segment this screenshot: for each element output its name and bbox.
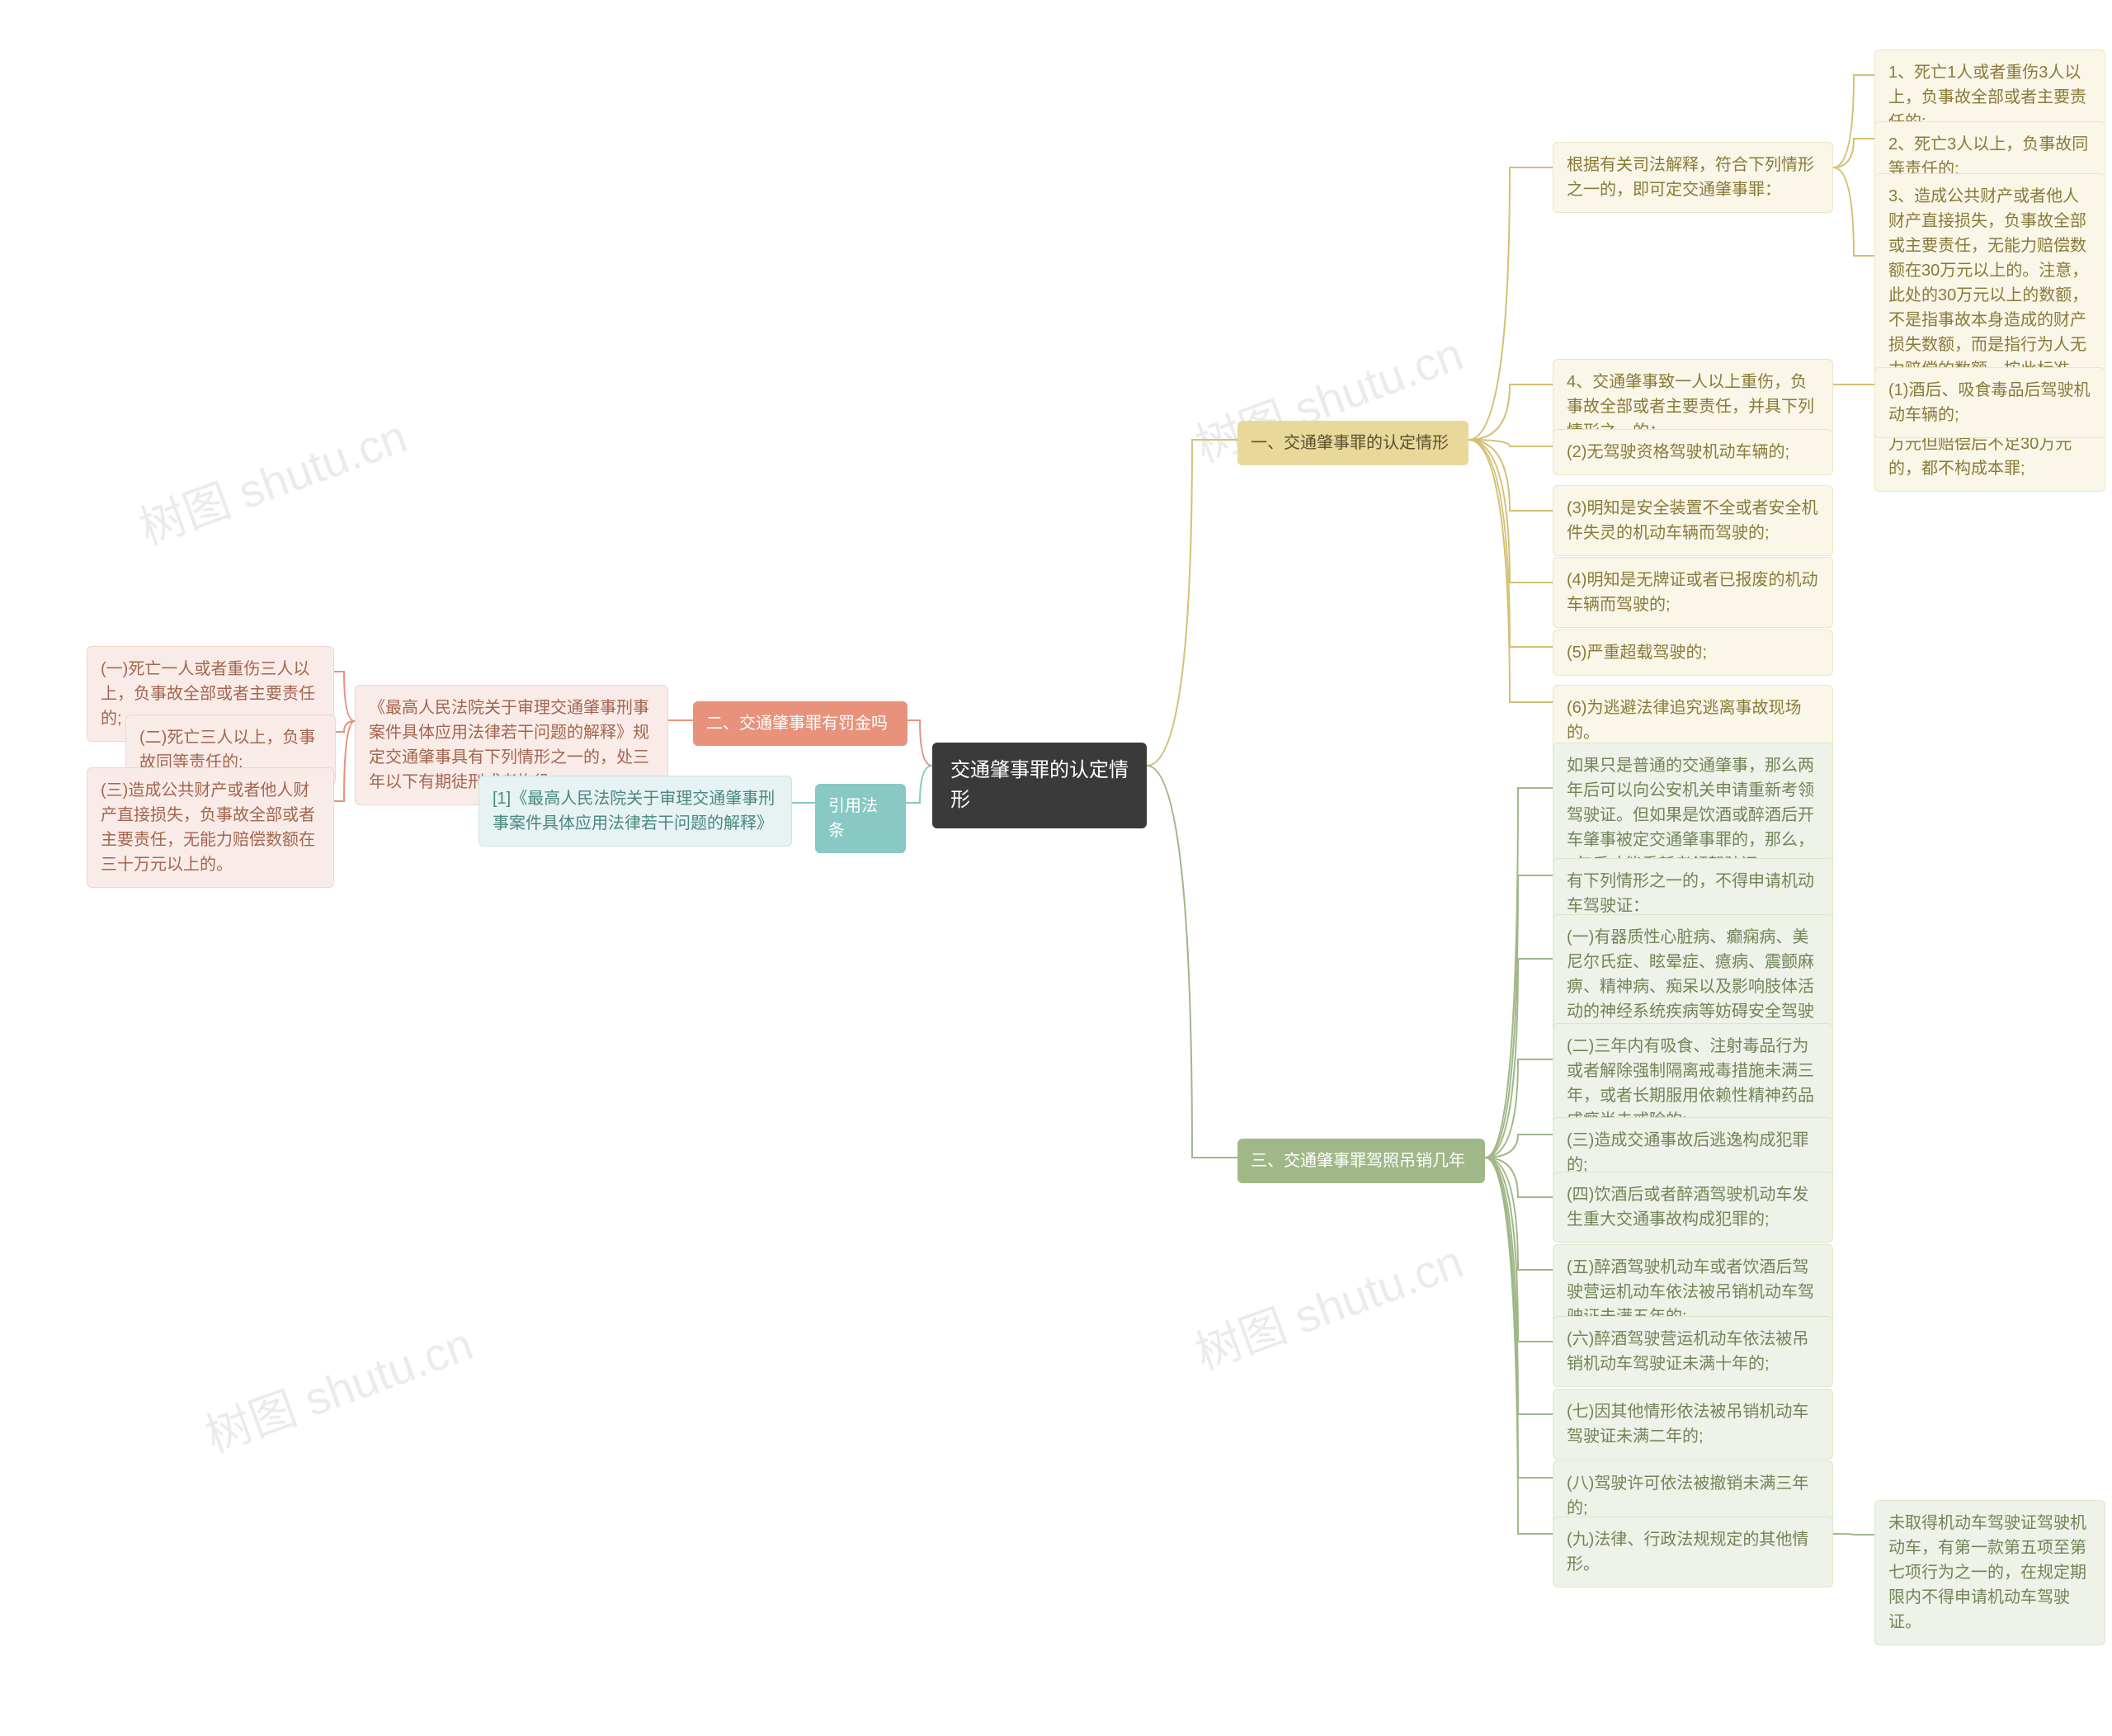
watermark-4: 树图 shutu.cn — [1185, 1224, 1471, 1383]
node-2-1-3[interactable]: (三)造成公共财产或者他人财产直接损失，负事故全部或者主要责任，无能力赔偿数额在… — [87, 767, 334, 888]
branch-1[interactable]: 一、交通肇事罪的认定情形 — [1238, 421, 1468, 465]
node-1-2-1[interactable]: (1)酒后、吸食毒品后驾驶机动车辆的; — [1874, 367, 2105, 438]
node-1-6[interactable]: (5)严重超载驾驶的; — [1553, 630, 1833, 676]
branch-3[interactable]: 引用法条 — [815, 784, 906, 853]
node-1-4[interactable]: (3)明知是安全装置不全或者安全机件失灵的机动车辆而驾驶的; — [1553, 485, 1833, 556]
node-1-1-3[interactable]: 3、造成公共财产或者他人财产直接损失，负事故全部或主要责任，无能力赔偿数额在30… — [1874, 173, 2105, 492]
branch-4[interactable]: 三、交通肇事罪驾照吊销几年 — [1238, 1139, 1485, 1183]
node-3-1[interactable]: [1]《最高人民法院关于审理交通肇事刑事案件具体应用法律若干问题的解释》 — [478, 776, 792, 847]
node-4-9[interactable]: (七)因其他情形依法被吊销机动车驾驶证未满二年的; — [1553, 1389, 1833, 1460]
watermark-1: 树图 shutu.cn — [129, 399, 415, 558]
node-4-8[interactable]: (六)醉酒驾驶营运机动车依法被吊销机动车驾驶证未满十年的; — [1553, 1316, 1833, 1387]
node-4-11-1[interactable]: 未取得机动车驾驶证驾驶机动车，有第一款第五项至第七项行为之一的，在规定期限内不得… — [1874, 1500, 2105, 1645]
node-4-11[interactable]: (九)法律、行政法规规定的其他情形。 — [1553, 1517, 1833, 1587]
root-node[interactable]: 交通肇事罪的认定情形 — [932, 743, 1147, 828]
watermark-2: 树图 shutu.cn — [195, 1307, 481, 1465]
branch-2[interactable]: 二、交通肇事罪有罚金吗 — [693, 701, 908, 746]
node-1-1[interactable]: 根据有关司法解释，符合下列情形之一的，即可定交通肇事罪： — [1553, 142, 1833, 213]
node-1-5[interactable]: (4)明知是无牌证或者已报废的机动车辆而驾驶的; — [1553, 557, 1833, 628]
node-1-3[interactable]: (2)无驾驶资格驾驶机动车辆的; — [1553, 429, 1833, 475]
node-4-6[interactable]: (四)饮酒后或者醉酒驾驶机动车发生重大交通事故构成犯罪的; — [1553, 1172, 1833, 1243]
